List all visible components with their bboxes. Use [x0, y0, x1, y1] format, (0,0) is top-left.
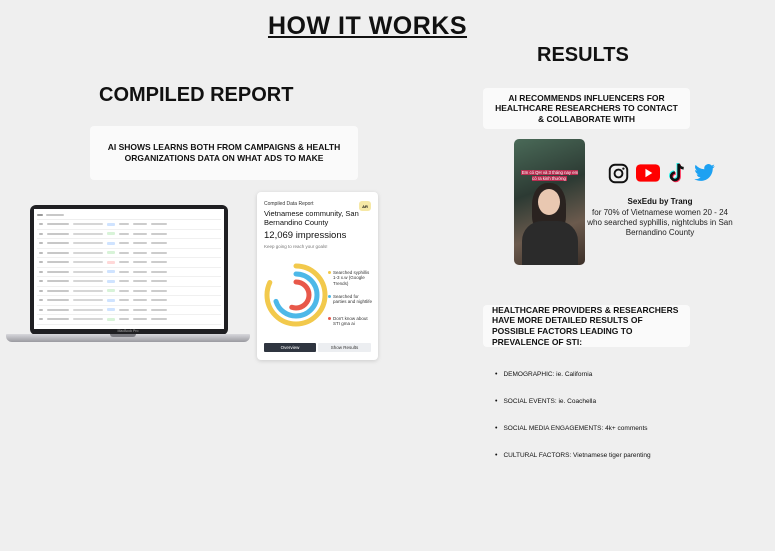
report-note-text: AI SHOWS LEARNS BOTH FROM CAMPAIGNS & HE… [107, 142, 341, 163]
influencer-description: for 70% of Vietnamese women 20 - 24 who … [587, 208, 733, 237]
list-item: DEMOGRAPHIC: ie. California [495, 371, 651, 398]
results-note-text: AI RECOMMENDS INFLUENCERS FOR HEALTHCARE… [495, 92, 678, 124]
table-row [37, 230, 221, 239]
ring-1 [264, 263, 328, 327]
table-row [37, 306, 221, 315]
legend-dot [328, 317, 331, 320]
laptop-notch [110, 334, 136, 337]
impressions-count: 12,069 impressions [264, 230, 347, 242]
report-note: AI SHOWS LEARNS BOTH FROM CAMPAIGNS & HE… [90, 126, 358, 180]
tab-show-results[interactable]: Show Results [318, 343, 371, 352]
legend-text: Don't know about STI gma ai [333, 316, 368, 327]
table-row [37, 239, 221, 249]
influencer-video[interactable]: Em có QH và 3 tháng nay em có ra kinh th… [514, 139, 585, 265]
instagram-icon[interactable] [608, 163, 629, 184]
ring-2 [272, 271, 320, 319]
legend-text: Searched for parties and nightlife [333, 294, 373, 305]
report-card: Compiled Data Report AR Vietnamese commu… [257, 192, 378, 360]
hcp-note-text: HEALTHCARE PROVIDERS & RESEARCHERS HAVE … [492, 304, 679, 347]
list-item: SOCIAL MEDIA ENGAGEMENTS: 4k+ comments [495, 425, 651, 452]
influencer-name: SexEdu by Trang [627, 197, 693, 206]
person-body [522, 221, 578, 265]
ring-3 [280, 279, 312, 311]
person-face [538, 189, 560, 215]
page-title: HOW IT WORKS [267, 12, 468, 40]
table-row [37, 287, 221, 296]
table-row [37, 296, 221, 306]
list-item: SOCIAL EVENTS: ie. Coachella [495, 398, 651, 425]
legend-text: Searched syphillis 1-3 x.w (Google Trend… [333, 270, 370, 286]
results-note: AI RECOMMENDS INFLUENCERS FOR HEALTHCARE… [483, 88, 690, 129]
laptop-base [6, 334, 250, 342]
ring-chart [264, 263, 328, 327]
results-heading: RESULTS [537, 44, 629, 66]
table-row [37, 249, 221, 258]
youtube-icon[interactable] [636, 164, 660, 182]
dashboard-header [37, 211, 221, 220]
card-subtitle: Keep going to reach your goals! [264, 244, 328, 250]
laptop-screen [30, 205, 228, 335]
legend-item: Don't know about STI gma ai [328, 316, 373, 327]
social-icons [608, 162, 716, 184]
laptop-dashboard [34, 209, 224, 329]
twitter-icon[interactable] [694, 164, 716, 182]
dashboard-table [37, 220, 221, 325]
legend-item: Searched for parties and nightlife [328, 294, 373, 305]
tab-overview[interactable]: Overview [264, 343, 316, 352]
table-row [37, 258, 221, 268]
table-row [37, 277, 221, 287]
list-item: CULTURAL FACTORS: Vietnamese tiger paren… [495, 452, 650, 479]
card-label: Compiled Data Report [264, 201, 314, 207]
laptop-label: MacBook Pro [117, 329, 139, 333]
table-row [37, 268, 221, 277]
card-title: Vietnamese community, San Bernandino Cou… [264, 209, 359, 227]
video-caption: Em có QH và 3 tháng nay em có ra kinh th… [520, 170, 579, 181]
legend-dot [328, 295, 331, 298]
tiktok-icon[interactable] [667, 162, 687, 184]
legend-dot [328, 271, 331, 274]
compiled-report-heading: COMPILED REPORT [99, 84, 294, 106]
table-row [37, 315, 221, 325]
factors-list: DEMOGRAPHIC: ie. California SOCIAL EVENT… [495, 371, 651, 479]
legend-item: Searched syphillis 1-3 x.w (Google Trend… [328, 270, 373, 286]
table-row [37, 220, 221, 230]
hcp-note: HEALTHCARE PROVIDERS & RESEARCHERS HAVE … [483, 305, 690, 347]
avatar: AR [359, 201, 371, 211]
